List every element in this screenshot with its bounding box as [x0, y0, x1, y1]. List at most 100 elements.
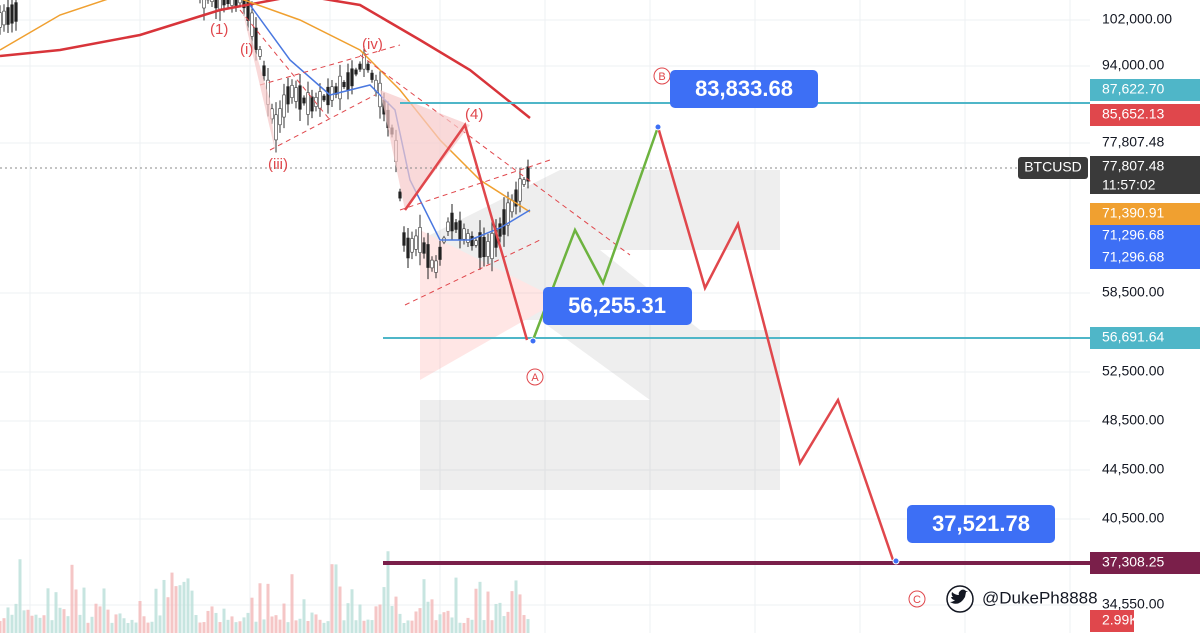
volume-bar — [266, 583, 270, 633]
candle-body — [234, 0, 238, 6]
volume-bar — [414, 611, 418, 633]
candle-body — [258, 49, 262, 57]
social-handle: @DukePh8888 — [946, 585, 1098, 613]
volume-bar — [450, 617, 454, 633]
volume-bar — [82, 587, 86, 633]
candle-body — [230, 0, 234, 6]
candle-body — [2, 10, 6, 26]
volume-bar — [514, 580, 518, 633]
volume-bar — [378, 604, 382, 633]
handle-text: @DukePh8888 — [982, 588, 1098, 607]
volume-bar — [510, 591, 514, 633]
candle-body — [334, 86, 338, 95]
volume-bar — [258, 583, 262, 633]
wave-circle: C — [908, 590, 926, 608]
volume-bar — [502, 616, 506, 633]
candle-body — [450, 212, 454, 232]
volume-bar — [330, 564, 334, 633]
candle-body — [522, 179, 526, 185]
volume-bar — [154, 588, 158, 633]
volume-bar — [322, 622, 326, 633]
candle-body — [286, 86, 290, 105]
volume-bar — [282, 603, 286, 633]
candle-body — [290, 85, 294, 98]
volume-bar — [150, 621, 154, 633]
volume-bar — [390, 606, 394, 633]
volume-bar — [22, 610, 26, 633]
candle-body — [502, 209, 506, 235]
volume-bar — [490, 620, 494, 633]
volume-bars — [0, 551, 530, 633]
candle-body — [254, 27, 258, 50]
volume-bar — [98, 606, 102, 633]
callout-text: 83,833.68 — [695, 76, 793, 101]
candle-body — [202, 0, 206, 9]
candle-body — [222, 0, 226, 6]
volume-bar — [454, 577, 458, 633]
volume-bar — [102, 588, 106, 633]
price-tag-text: 71,390.91 — [1102, 205, 1164, 221]
volume-bar — [250, 597, 254, 633]
candle-body — [358, 63, 362, 70]
candle-body — [486, 241, 490, 257]
volume-bar — [458, 622, 462, 633]
candle-body — [306, 92, 310, 115]
volume-bar — [342, 620, 346, 633]
volume-bar — [410, 620, 414, 633]
symbol-text: BTCUSD — [1024, 159, 1082, 175]
candle-body — [210, 0, 214, 2]
volume-bar — [178, 585, 182, 633]
callout — [670, 70, 818, 108]
volume-bar — [126, 622, 130, 633]
volume-bar — [46, 588, 50, 633]
volume-bar — [526, 619, 530, 633]
volume-bar — [142, 616, 146, 633]
volume-bar — [230, 616, 234, 633]
price-tag — [1090, 552, 1200, 574]
callout-text: 56,255.31 — [568, 293, 666, 318]
volume-bar — [198, 622, 202, 633]
ma-orange — [0, 0, 531, 213]
volume-bar — [474, 588, 478, 633]
volume-bar — [402, 622, 406, 633]
price-tag — [1090, 610, 1134, 632]
volume-bar — [242, 617, 246, 633]
volume-bar — [298, 618, 302, 633]
price-tag-text: 85,652.13 — [1102, 106, 1164, 122]
wave-label: (iii) — [268, 156, 288, 173]
wave-label: (iv) — [362, 36, 383, 53]
volume-bar — [334, 564, 338, 633]
volume-bar — [70, 564, 74, 633]
shaded-wave — [380, 90, 470, 210]
candle-body — [518, 178, 522, 202]
volume-bar — [14, 603, 18, 633]
candle-body — [470, 235, 474, 247]
candle-body — [506, 202, 510, 226]
candle-body — [426, 244, 430, 268]
candle-body — [294, 87, 298, 102]
candle-body — [214, 0, 218, 9]
price-tag-text: 56,691.64 — [1102, 329, 1164, 345]
candle-body — [466, 233, 470, 243]
wave-label: A — [531, 372, 539, 384]
volume-bar — [318, 619, 322, 633]
price-tag-text: 2.99K — [1102, 612, 1139, 628]
volume-bar — [202, 622, 206, 633]
volume-bar — [62, 609, 66, 633]
volume-bar — [38, 617, 42, 633]
volume-bar — [326, 621, 330, 633]
volume-bar — [34, 614, 38, 633]
price-tag — [1090, 203, 1200, 225]
candle-body — [458, 220, 462, 240]
volume-bar — [238, 621, 242, 633]
volume-bar — [386, 551, 390, 633]
candle-body — [274, 114, 278, 141]
price-axis-label: 44,500.00 — [1102, 461, 1164, 477]
volume-bar — [182, 581, 186, 633]
price-axis-label: 77,807.48 — [1102, 134, 1164, 150]
wave-circle: A — [526, 368, 544, 386]
volume-bar — [190, 590, 194, 633]
volume-bar — [446, 610, 450, 633]
volume-bar — [222, 608, 226, 633]
volume-bar — [18, 559, 22, 633]
